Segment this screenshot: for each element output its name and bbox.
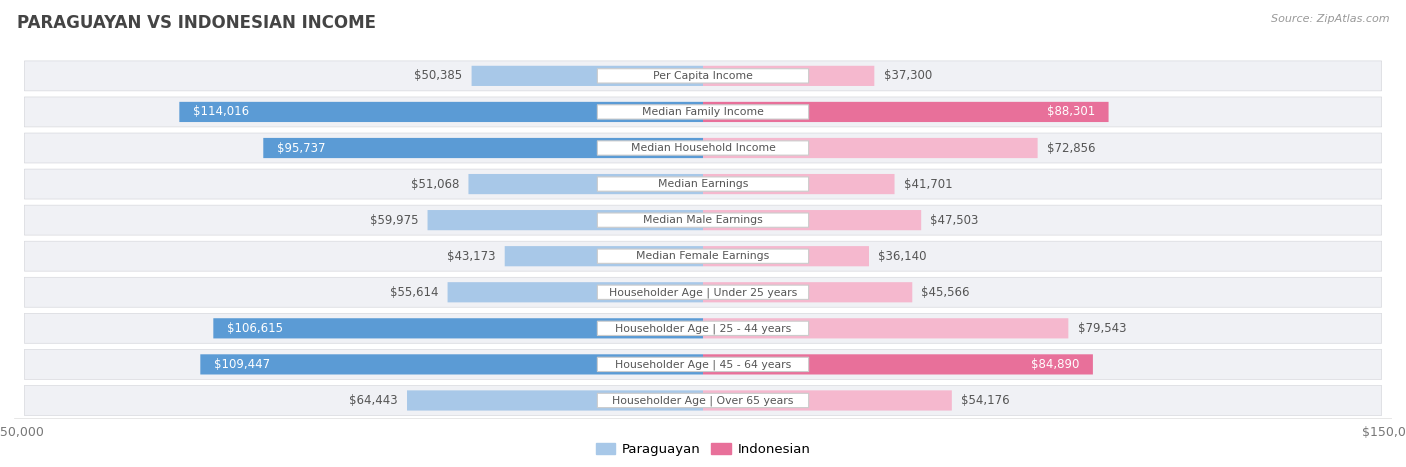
FancyBboxPatch shape (703, 210, 921, 230)
Text: $47,503: $47,503 (931, 213, 979, 226)
FancyBboxPatch shape (24, 61, 1382, 91)
FancyBboxPatch shape (598, 69, 808, 83)
FancyBboxPatch shape (703, 66, 875, 86)
Text: $50,385: $50,385 (415, 70, 463, 82)
Text: Median Female Earnings: Median Female Earnings (637, 251, 769, 261)
FancyBboxPatch shape (598, 285, 808, 299)
Text: $59,975: $59,975 (370, 213, 419, 226)
Text: $106,615: $106,615 (228, 322, 283, 335)
FancyBboxPatch shape (180, 102, 703, 122)
Text: Per Capita Income: Per Capita Income (652, 71, 754, 81)
Text: Median Family Income: Median Family Income (643, 107, 763, 117)
Text: $79,543: $79,543 (1077, 322, 1126, 335)
FancyBboxPatch shape (24, 205, 1382, 235)
FancyBboxPatch shape (598, 213, 808, 227)
Text: $37,300: $37,300 (883, 70, 932, 82)
FancyBboxPatch shape (263, 138, 703, 158)
Text: $114,016: $114,016 (193, 106, 249, 119)
Text: PARAGUAYAN VS INDONESIAN INCOME: PARAGUAYAN VS INDONESIAN INCOME (17, 14, 375, 32)
FancyBboxPatch shape (598, 177, 808, 191)
FancyBboxPatch shape (200, 354, 703, 375)
FancyBboxPatch shape (427, 210, 703, 230)
FancyBboxPatch shape (703, 354, 1092, 375)
FancyBboxPatch shape (24, 133, 1382, 163)
FancyBboxPatch shape (598, 141, 808, 155)
FancyBboxPatch shape (703, 138, 1038, 158)
Text: $45,566: $45,566 (921, 286, 970, 299)
FancyBboxPatch shape (24, 97, 1382, 127)
Text: Median Male Earnings: Median Male Earnings (643, 215, 763, 225)
Text: $41,701: $41,701 (904, 177, 952, 191)
FancyBboxPatch shape (703, 174, 894, 194)
FancyBboxPatch shape (471, 66, 703, 86)
FancyBboxPatch shape (598, 357, 808, 372)
FancyBboxPatch shape (703, 282, 912, 302)
Text: $64,443: $64,443 (349, 394, 398, 407)
FancyBboxPatch shape (703, 390, 952, 410)
FancyBboxPatch shape (703, 102, 1108, 122)
FancyBboxPatch shape (24, 241, 1382, 271)
FancyBboxPatch shape (447, 282, 703, 302)
FancyBboxPatch shape (703, 246, 869, 266)
Text: Median Household Income: Median Household Income (630, 143, 776, 153)
FancyBboxPatch shape (598, 249, 808, 263)
Text: Householder Age | 25 - 44 years: Householder Age | 25 - 44 years (614, 323, 792, 333)
FancyBboxPatch shape (24, 313, 1382, 343)
FancyBboxPatch shape (703, 318, 1069, 339)
FancyBboxPatch shape (505, 246, 703, 266)
Text: $51,068: $51,068 (411, 177, 460, 191)
Text: Source: ZipAtlas.com: Source: ZipAtlas.com (1271, 14, 1389, 24)
FancyBboxPatch shape (24, 349, 1382, 379)
Text: Householder Age | 45 - 64 years: Householder Age | 45 - 64 years (614, 359, 792, 370)
FancyBboxPatch shape (214, 318, 703, 339)
Text: $55,614: $55,614 (389, 286, 439, 299)
FancyBboxPatch shape (468, 174, 703, 194)
Text: Householder Age | Under 25 years: Householder Age | Under 25 years (609, 287, 797, 297)
Text: $43,173: $43,173 (447, 250, 495, 263)
Text: $54,176: $54,176 (962, 394, 1010, 407)
Text: Householder Age | Over 65 years: Householder Age | Over 65 years (612, 395, 794, 406)
FancyBboxPatch shape (598, 393, 808, 408)
FancyBboxPatch shape (598, 105, 808, 119)
Text: Median Earnings: Median Earnings (658, 179, 748, 189)
Text: $95,737: $95,737 (277, 142, 326, 155)
FancyBboxPatch shape (24, 385, 1382, 416)
Text: $109,447: $109,447 (214, 358, 270, 371)
Text: $84,890: $84,890 (1031, 358, 1080, 371)
FancyBboxPatch shape (24, 169, 1382, 199)
Text: $72,856: $72,856 (1047, 142, 1095, 155)
FancyBboxPatch shape (598, 321, 808, 335)
FancyBboxPatch shape (406, 390, 703, 410)
Legend: Paraguayan, Indonesian: Paraguayan, Indonesian (591, 438, 815, 461)
FancyBboxPatch shape (24, 277, 1382, 307)
Text: $36,140: $36,140 (879, 250, 927, 263)
Text: $88,301: $88,301 (1046, 106, 1095, 119)
